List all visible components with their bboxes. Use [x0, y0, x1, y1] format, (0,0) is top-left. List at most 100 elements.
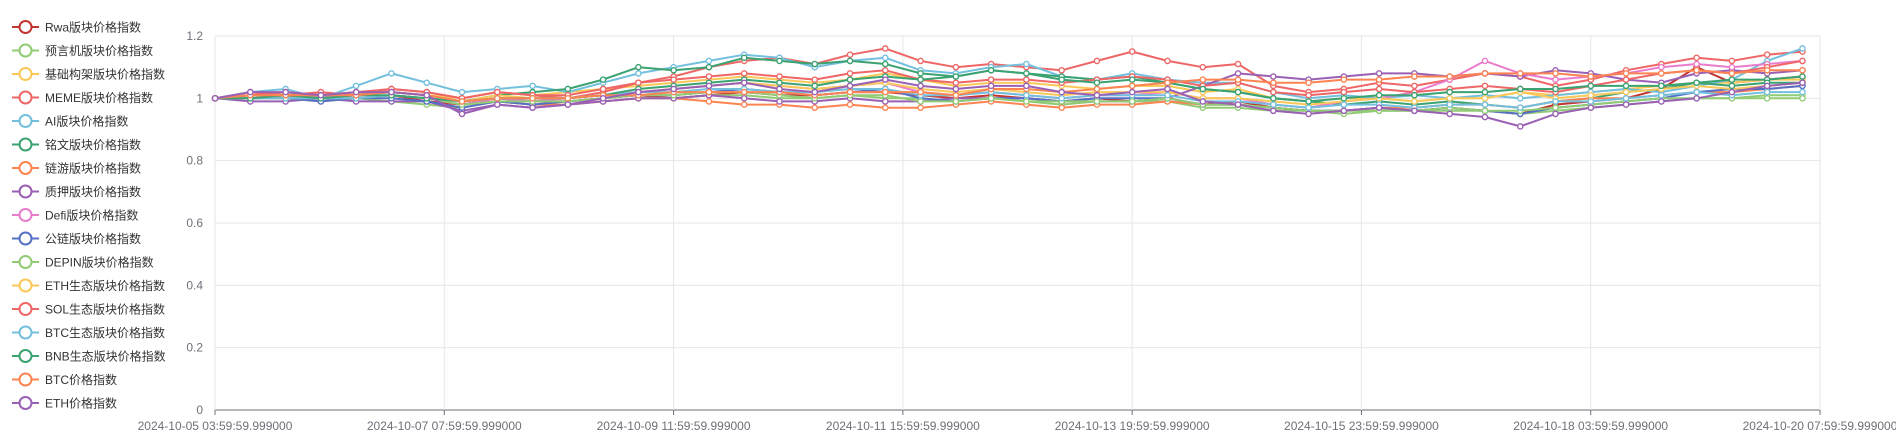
data-point — [881, 88, 889, 96]
data-point — [1340, 88, 1348, 96]
data-point — [1199, 98, 1207, 105]
data-point — [1516, 95, 1524, 102]
data-point — [846, 82, 854, 90]
y-tick-label: 1.2 — [186, 29, 203, 43]
data-point — [1728, 57, 1736, 65]
data-point — [1199, 76, 1207, 83]
data-point — [917, 70, 924, 77]
legend-item[interactable]: Defi版块价格指数 — [12, 208, 138, 223]
data-point — [1658, 98, 1665, 105]
data-point — [917, 98, 924, 105]
data-point — [776, 57, 783, 65]
legend-item[interactable]: DEPIN版块价格指数 — [12, 255, 154, 270]
data-point — [1411, 107, 1418, 115]
legend-item[interactable]: MEME版块价格指数 — [12, 90, 153, 105]
legend-item[interactable]: 质押版块价格指数 — [12, 184, 141, 199]
data-point — [1058, 66, 1065, 74]
y-tick-label: 0.6 — [186, 216, 203, 230]
data-point — [635, 63, 642, 71]
legend-circle-icon — [18, 137, 33, 152]
legend-item[interactable]: 公链版块价格指数 — [12, 231, 141, 246]
legend-item[interactable]: BTC价格指数 — [12, 372, 117, 387]
legend-item[interactable]: BNB生态版块价格指数 — [12, 349, 166, 364]
data-point — [1164, 85, 1171, 93]
series-16 — [211, 76, 1806, 130]
data-point — [1516, 123, 1524, 130]
data-point — [1763, 95, 1771, 102]
data-point — [1270, 95, 1277, 102]
data-point — [1305, 91, 1312, 99]
data-point — [1128, 98, 1136, 105]
data-point — [1799, 73, 1806, 80]
data-point — [1093, 98, 1101, 105]
data-point — [1305, 104, 1312, 111]
data-point — [881, 45, 889, 52]
data-point — [529, 104, 536, 111]
legend-circle-icon — [18, 349, 33, 363]
legend-item[interactable]: Rwa版块价格指数 — [12, 20, 141, 35]
legend-label: 公链版块价格指数 — [45, 231, 141, 246]
data-point — [846, 88, 854, 96]
data-point — [1411, 98, 1418, 105]
data-point — [917, 57, 924, 65]
data-point — [635, 88, 642, 96]
data-point — [776, 85, 783, 93]
legend-label: 预言机版块价格指数 — [45, 43, 153, 58]
legend-item[interactable]: ETH生态版块价格指数 — [12, 278, 165, 293]
legend-item[interactable]: BTC生态版块价格指数 — [12, 325, 165, 340]
data-point — [1516, 104, 1524, 111]
legend-label: ETH生态版块价格指数 — [45, 278, 165, 293]
data-point — [1128, 88, 1136, 96]
legend-circle-icon — [18, 396, 33, 410]
legend-item[interactable]: ETH价格指数 — [12, 396, 117, 411]
data-point — [458, 88, 466, 96]
data-point — [776, 79, 783, 87]
x-tick-label: 2024-10-18 03:59:59.999000 — [1513, 419, 1668, 433]
data-point — [1481, 113, 1489, 121]
legend-item[interactable]: 预言机版块价格指数 — [12, 43, 153, 58]
data-point — [1128, 82, 1136, 90]
data-point — [1023, 76, 1030, 83]
legend-item[interactable]: 基础构架版块价格指数 — [12, 67, 165, 82]
legend-item[interactable]: 链游版块价格指数 — [12, 161, 141, 176]
data-point — [423, 91, 431, 99]
data-point — [1411, 82, 1418, 90]
data-point — [1622, 70, 1630, 77]
data-point — [811, 76, 819, 83]
data-point — [1375, 76, 1383, 83]
data-point — [1481, 57, 1489, 65]
data-point — [1728, 70, 1736, 77]
data-point — [352, 88, 360, 96]
data-point — [1552, 85, 1559, 93]
data-point — [1234, 60, 1242, 68]
data-point — [705, 73, 713, 80]
data-point — [1552, 98, 1559, 105]
data-point — [1763, 51, 1771, 59]
data-point — [388, 88, 395, 96]
data-point — [811, 82, 819, 90]
series-line — [214, 47, 1803, 100]
data-point — [917, 82, 924, 90]
data-point — [952, 63, 960, 71]
legend-circle-icon — [18, 208, 33, 222]
data-point — [1199, 63, 1207, 71]
data-point — [776, 98, 783, 105]
legend-item[interactable]: 铭文版块价格指数 — [12, 137, 141, 152]
data-point — [529, 82, 536, 90]
legend-item[interactable]: SOL生态版块价格指数 — [12, 302, 165, 317]
data-point — [1481, 70, 1489, 77]
data-point — [1587, 104, 1595, 111]
legend-label: BNB生态版块价格指数 — [45, 349, 166, 364]
legend-circle-icon — [18, 114, 33, 128]
data-point — [952, 91, 960, 99]
legend-circle-icon — [18, 255, 33, 269]
data-point — [1799, 45, 1806, 52]
data-point — [1305, 110, 1312, 118]
data-point — [1093, 57, 1101, 65]
data-point — [1270, 101, 1277, 108]
legend-item[interactable]: AI版块价格指数 — [12, 114, 128, 129]
data-point — [564, 85, 572, 93]
data-point — [987, 95, 995, 102]
